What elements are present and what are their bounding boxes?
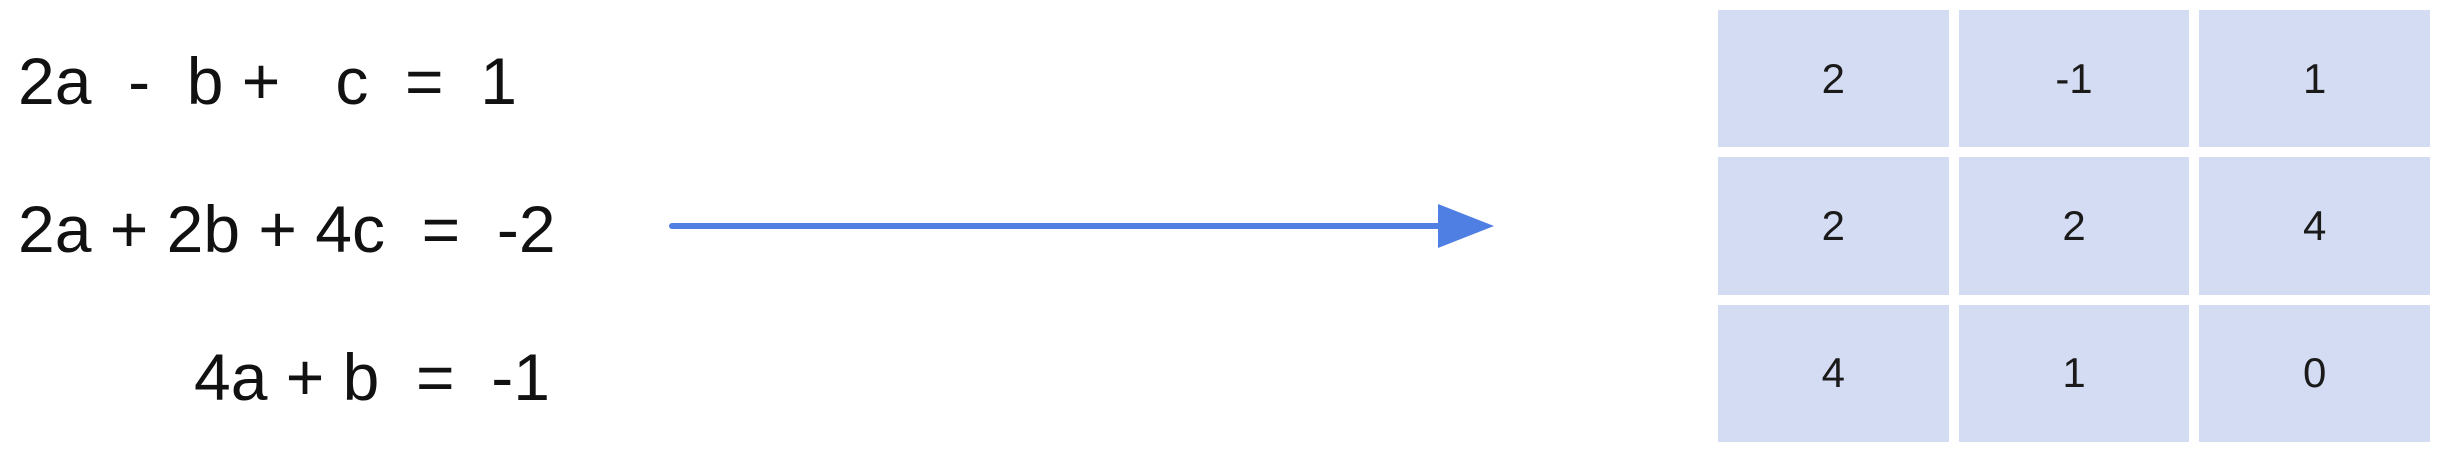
matrix-cell-r3-c1: 4 <box>1718 304 1949 442</box>
matrix-cell-r3-c3: 0 <box>2199 304 2430 442</box>
matrix-cell-r2-c2: 2 <box>1958 157 2190 295</box>
equation-3: 4a + b = -1 <box>194 340 550 414</box>
equation-1: 2a - b + c = 1 <box>18 44 517 118</box>
equation-2: 2a + 2b + 4c = -2 <box>18 192 556 266</box>
arrowhead-icon <box>1438 204 1494 248</box>
matrix-cell-r1-c1: 2 <box>1718 10 1949 148</box>
matrix-cell-r2-c1: 2 <box>1718 157 1949 295</box>
coefficient-matrix: 2 -1 1 2 2 4 4 1 0 <box>1718 10 2430 442</box>
matrix-cell-r1-c2: -1 <box>1958 10 2190 148</box>
equation-system: 2a - b + c = 1 2a + 2b + 4c = -2 4a + b … <box>0 0 600 450</box>
matrix-cell-r1-c3: 1 <box>2199 10 2430 148</box>
transform-arrow <box>669 204 1494 248</box>
matrix-cell-r3-c2: 1 <box>1958 304 2190 442</box>
matrix-cell-r2-c3: 4 <box>2199 157 2430 295</box>
